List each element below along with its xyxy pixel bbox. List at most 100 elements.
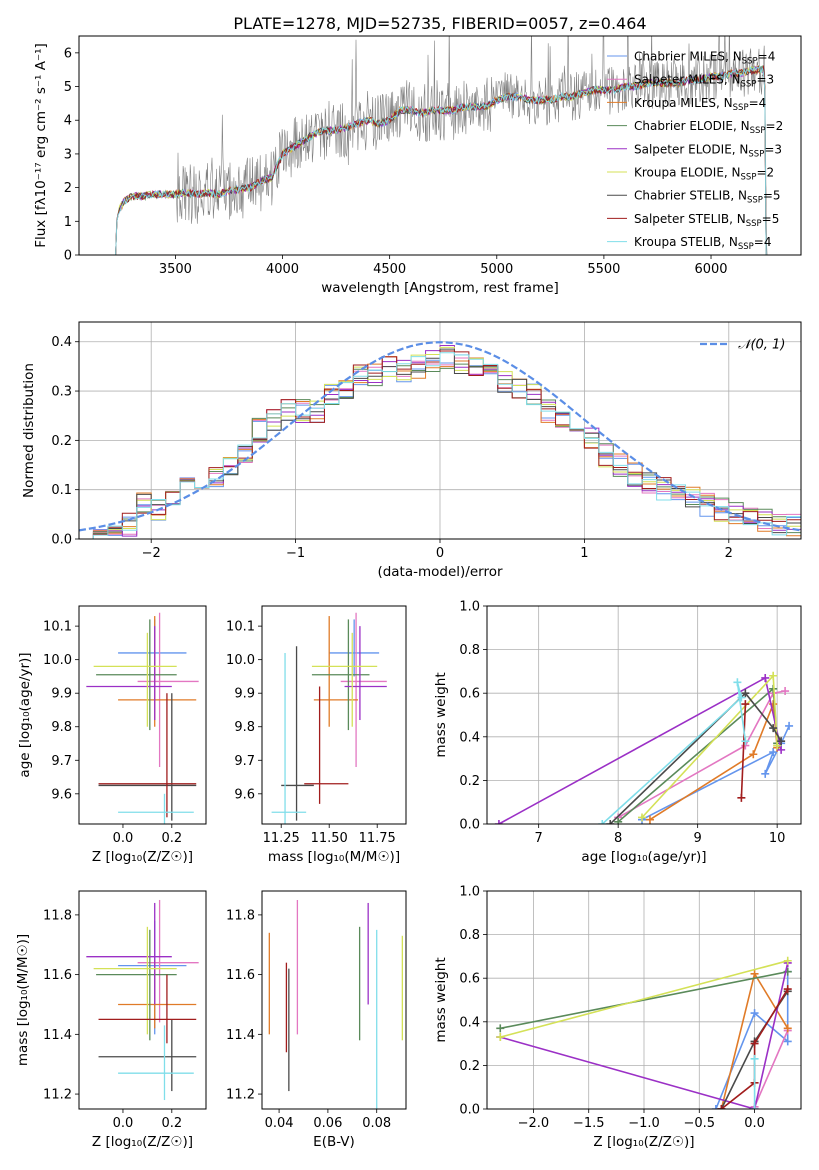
- y-tick-label: 9.9: [234, 687, 255, 702]
- mass-weight-line: [753, 1030, 789, 1108]
- plot-area: [86, 899, 199, 1101]
- plot-area: [268, 899, 403, 1109]
- legend-label-part: =4: [758, 50, 776, 64]
- y-axis-label: mass weight: [433, 672, 449, 757]
- mass-weight-marker: [737, 693, 746, 702]
- y-tick-label: 11.4: [226, 1028, 255, 1043]
- observed-spectrum-line: [79, 36, 768, 255]
- legend-label-part: Kroupa ELODIE, N: [634, 166, 741, 180]
- x-tick-label: 5000: [480, 262, 513, 277]
- y-tick-label: 11.8: [43, 908, 72, 923]
- mass-weight-marker: [769, 724, 778, 733]
- mass-weight-marker: [769, 671, 778, 680]
- y-tick-label: 9.6: [51, 787, 72, 802]
- y-tick-label: 0.2: [51, 434, 72, 449]
- gaussian-curve: [79, 341, 801, 532]
- mass-weight-marker: [777, 745, 786, 754]
- x-tick-label: 0.04: [265, 1116, 294, 1131]
- mass-weight-line: [715, 971, 789, 1109]
- mass-weight-marker: [783, 985, 792, 994]
- mass-weight-marker: [783, 1024, 792, 1033]
- legend-label-part: =3: [764, 142, 782, 156]
- y-axis-label: mass weight: [433, 957, 449, 1042]
- legend-label-sub: SSP: [741, 80, 757, 90]
- plot-frame: [78, 35, 802, 256]
- mass-weight-marker: [614, 817, 623, 824]
- y-tick-label: 0.6: [459, 972, 480, 987]
- legend-label: Chabrier MILES, NSSP=4: [634, 50, 775, 67]
- legend-label-sub: SSP: [742, 57, 758, 67]
- panel-spectrum: 3500 4000 4500 5000 5500 6000 0 1 2 3 4 5 6 wavelengt…: [33, 35, 802, 296]
- mass-weight-marker: [741, 689, 750, 698]
- y-tick-label: 0.6: [459, 687, 480, 702]
- legend-label-part: =5: [763, 189, 781, 203]
- y-tick-label: 3: [64, 147, 72, 162]
- x-tick-label: 11.25: [263, 831, 300, 846]
- y-tick-label: 9.6: [234, 787, 255, 802]
- y-axis-label: Flux [fλ10⁻¹⁷ erg cm⁻² s⁻¹ A⁻¹]: [33, 43, 49, 248]
- y-tick-label: 9.7: [234, 754, 255, 769]
- y-tick-label: 6: [64, 46, 72, 61]
- x-tick-label: 0.0: [744, 1116, 765, 1131]
- mass-weight-marker: [741, 737, 750, 746]
- legend-label-sub: SSP: [747, 196, 763, 206]
- y-tick-label: 0.8: [459, 643, 480, 658]
- y-tick-label: 11.4: [43, 1028, 72, 1043]
- y-tick-label: 10.1: [226, 620, 255, 635]
- mass-weight-marker: [496, 1024, 505, 1033]
- mass-weight-marker: [785, 721, 794, 730]
- mass-weight-marker: [750, 1039, 759, 1048]
- mass-weight-marker: [711, 1105, 720, 1109]
- x-tick-label: 11.75: [359, 831, 396, 846]
- y-tick-label: 0: [64, 249, 72, 264]
- legend: 𝒩(0, 1): [700, 338, 785, 353]
- mass-weight-marker: [773, 741, 782, 750]
- legend-label: Salpeter ELODIE, NSSP=3: [634, 142, 782, 159]
- mass-weight-line: [740, 704, 747, 798]
- y-axis-label: age [log₁₀(age/yr)]: [17, 652, 33, 777]
- x-tick-label: 10: [769, 831, 786, 846]
- mass-weight-marker: [598, 820, 607, 824]
- legend-label-part: Salpeter ELODIE, N: [634, 142, 748, 156]
- x-tick-label: 4500: [373, 262, 406, 277]
- mass-weight-marker: [750, 1054, 759, 1063]
- mass-weight-line: [500, 970, 788, 1030]
- legend-label: 𝒩(0, 1): [738, 338, 785, 353]
- mass-weight-marker: [606, 820, 615, 824]
- panel-massweight-vs-age: 7 8 9 10 0.0 0.2 0.4 0.6 0.8 1.0 age [log₁₀(age/yr…: [433, 600, 802, 865]
- x-tick-label: −1: [286, 546, 305, 561]
- panel-mass-vs-metallicity: 0.0 0.2 11.2 11.4 11.6 11.8 Z [log₁₀(Z/Z☉)] mas…: [15, 890, 207, 1150]
- mass-weight-marker: [496, 1033, 505, 1042]
- legend-label-part: =4: [749, 96, 767, 110]
- x-tick-label: 0.06: [313, 1116, 342, 1131]
- y-tick-label: 1.0: [459, 885, 480, 900]
- mass-weight-marker: [783, 1037, 792, 1046]
- legend-label-part: =4: [754, 235, 772, 249]
- y-axis-label: Normed distribution: [21, 363, 37, 498]
- x-tick-label: 4000: [266, 262, 299, 277]
- model-spectrum-line: [114, 64, 767, 255]
- legend-label: Kroupa STELIB, NSSP=4: [634, 235, 772, 252]
- x-tick-label: 8: [614, 831, 622, 846]
- y-tick-label: 0.1: [51, 483, 72, 498]
- mass-weight-line: [500, 962, 789, 1109]
- y-tick-label: 0.2: [459, 1059, 480, 1074]
- plot-frame: [78, 890, 207, 1110]
- mass-weight-marker: [761, 769, 770, 778]
- legend-label-sub: SSP: [748, 149, 764, 159]
- legend-label-part: Chabrier STELIB, N: [634, 189, 747, 203]
- y-tick-label: 9.7: [51, 754, 72, 769]
- legend-label-part: Kroupa STELIB, N: [634, 235, 738, 249]
- mass-weight-marker: [750, 1009, 759, 1018]
- panel-residuals: −2 −1 0 1 2 0.0 0.1 0.2 0.3 0.4 (data-model)/error…: [21, 321, 802, 580]
- panel-mass-vs-ebv: 0.04 0.06 0.08 11.2 11.4 11.6 11.8 E(B-V): [226, 890, 407, 1150]
- x-tick-label: 0.0: [113, 831, 134, 846]
- x-tick-label: 1: [580, 546, 588, 561]
- legend-label: Kroupa ELODIE, NSSP=2: [634, 166, 774, 183]
- plot-area: [86, 612, 199, 824]
- legend-label-part: =2: [766, 119, 784, 133]
- legend-label-part: =5: [762, 212, 780, 226]
- legend-label-part: Salpeter STELIB, N: [634, 212, 746, 226]
- x-tick-label: 0.08: [362, 1116, 391, 1131]
- x-axis-label: Z [log₁₀(Z/Z☉)]: [593, 1134, 694, 1150]
